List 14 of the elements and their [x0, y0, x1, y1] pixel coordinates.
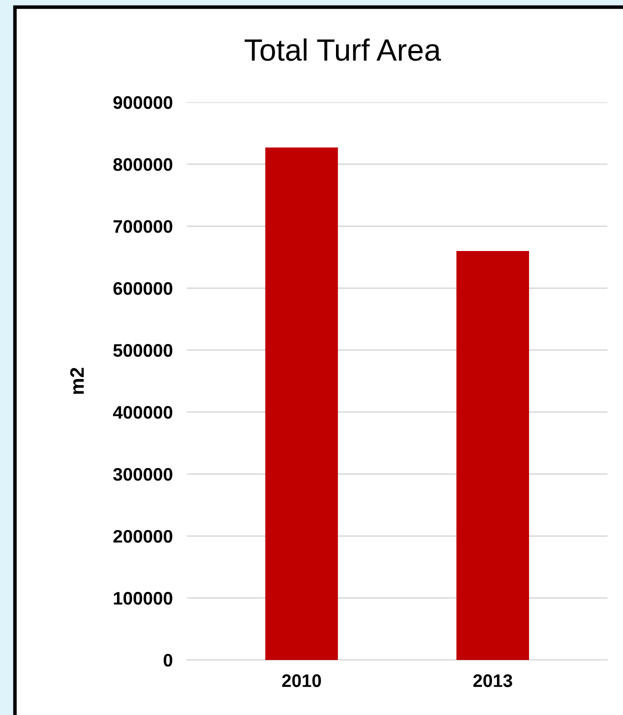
y-tick-label: 500000 — [113, 344, 172, 357]
y-tick-label: 400000 — [113, 406, 172, 419]
x-tick-label: 2010 — [282, 674, 321, 688]
y-tick-label: 200000 — [113, 530, 172, 543]
y-tick-label: 900000 — [113, 96, 172, 109]
y-tick-label: 700000 — [114, 220, 172, 233]
y-tick-label: 0 — [164, 654, 172, 667]
x-tick-label: 2013 — [473, 674, 512, 688]
y-tick-label: 600000 — [113, 282, 172, 295]
chart-title: Total Turf Area — [244, 38, 442, 61]
y-tick-label: 300000 — [113, 468, 172, 481]
y-tick-label: 100000 — [114, 592, 172, 605]
y-axis-title: m2 — [70, 368, 84, 394]
y-tick-label: 800000 — [113, 158, 172, 171]
